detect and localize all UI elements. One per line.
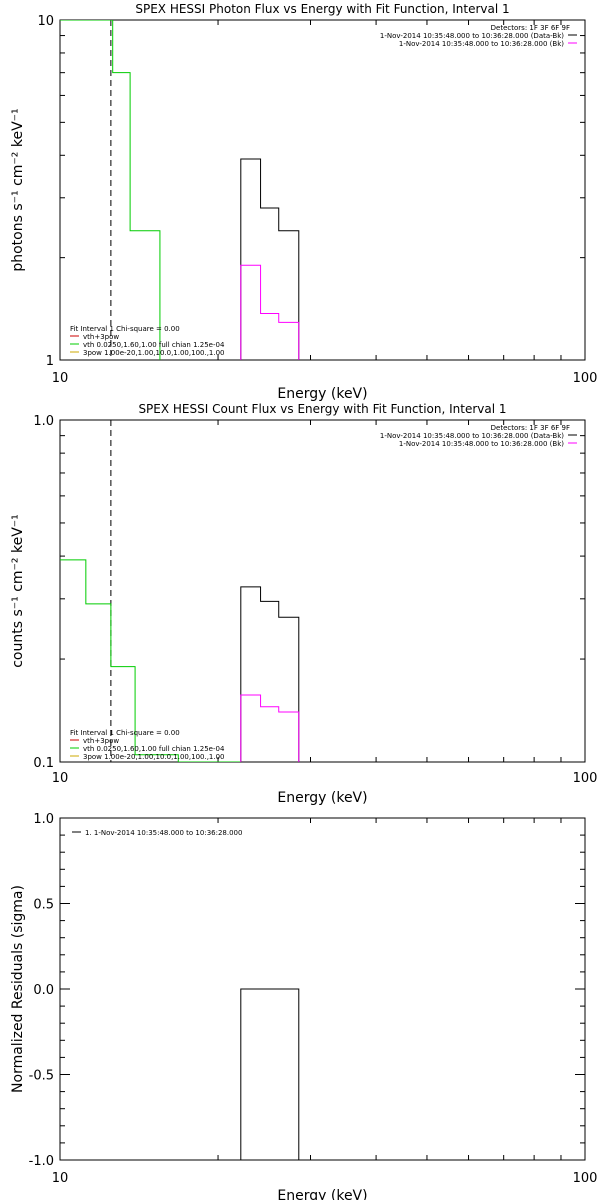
x-axis-label: Energy (keV) [277, 790, 367, 806]
chart-title: SPEX HESSI Photon Flux vs Energy with Fi… [135, 2, 509, 16]
series-1-1-nov-2014-10-35-48-000-to-10-36-28-000 [240, 988, 300, 1160]
legend-entry: 1-Nov-2014 10:35:48.000 to 10:36:28.000 … [380, 432, 564, 440]
legend-entry: vth+3pow [83, 333, 119, 341]
series-bk [240, 694, 300, 762]
legend-fit-header: Fit Interval 1 Chi-square = 0.00 [70, 729, 180, 737]
y-tick-label: -1.0 [29, 1154, 54, 1169]
legend-entry: 1-Nov-2014 10:35:48.000 to 10:36:28.000 … [399, 440, 564, 448]
legend-entry: vth 0.0250,1.60,1.00 full chian 1.25e-04 [83, 745, 225, 753]
y-tick-label: 0.1 [33, 756, 54, 771]
plot-area [240, 988, 300, 1160]
legend-entry: vth+3pow [83, 737, 119, 745]
y-axis-label: Normalized Residuals (sigma) [10, 885, 26, 1093]
legend-fit-header: Fit Interval 1 Chi-square = 0.00 [70, 325, 180, 333]
y-axis-label: counts s⁻¹ cm⁻² keV⁻¹ [10, 514, 26, 668]
legend-detectors: Detectors: 1F 3F 6F 9F [491, 424, 570, 432]
plot-frame [59, 419, 586, 763]
plot-area [60, 420, 300, 762]
series-bk [240, 264, 300, 360]
legend-entry: 3pow 1.00e-20,1.00,10.0,1.00,100.,1.00 [83, 349, 225, 357]
legend-entry: 3pow 1.00e-20,1.00,10.0,1.00,100.,1.00 [83, 753, 225, 761]
x-tick-label: 100 [573, 771, 598, 786]
photon-flux-panel: SPEX HESSI Photon Flux vs Energy with Fi… [10, 2, 597, 402]
y-tick-label: -0.5 [29, 1069, 54, 1084]
series-vth-3pow [60, 559, 241, 762]
x-tick-label: 100 [573, 371, 598, 386]
series-data-bk [240, 158, 300, 360]
legend-entry: 1-Nov-2014 10:35:48.000 to 10:36:28.000 … [380, 32, 564, 40]
plot-frame [59, 817, 586, 1161]
residuals-panel: 10 100 1.0 0.5 0.0 -0.5 -1.0 Energy (keV) Normal… [10, 812, 597, 1200]
x-tick-label: 100 [573, 1171, 598, 1186]
y-tick-label: 0.0 [33, 983, 54, 998]
x-tick-label: 10 [52, 1171, 69, 1186]
legend-entry: vth 0.0250,1.60,1.00 full chian 1.25e-04 [83, 341, 225, 349]
plot-frame [59, 19, 586, 361]
x-axis-label: Energy (keV) [277, 386, 367, 402]
y-tick-label: 0.5 [33, 898, 54, 913]
legend-entry: 1-Nov-2014 10:35:48.000 to 10:36:28.000 … [399, 40, 564, 48]
series-vth-3pow [60, 20, 161, 360]
y-tick-label: 1.0 [33, 414, 54, 429]
y-tick-label: 1 [46, 354, 54, 369]
count-flux-panel: SPEX HESSI Count Flux vs Energy with Fit… [10, 402, 597, 806]
x-tick-label: 10 [52, 371, 69, 386]
x-tick-label: 10 [52, 771, 69, 786]
legend-detectors: Detectors: 1F 3F 6F 9F [491, 24, 570, 32]
legend-entry: 1. 1-Nov-2014 10:35:48.000 to 10:36:28.0… [85, 829, 242, 837]
chart-title: SPEX HESSI Count Flux vs Energy with Fit… [138, 402, 506, 416]
plot-area [60, 20, 300, 360]
y-axis-label: photons s⁻¹ cm⁻² keV⁻¹ [10, 108, 26, 271]
y-tick-label: 1.0 [33, 812, 54, 827]
series-data-bk [240, 586, 300, 762]
x-axis-label: Energy (keV) [277, 1188, 367, 1200]
y-tick-label: 10 [37, 14, 54, 29]
